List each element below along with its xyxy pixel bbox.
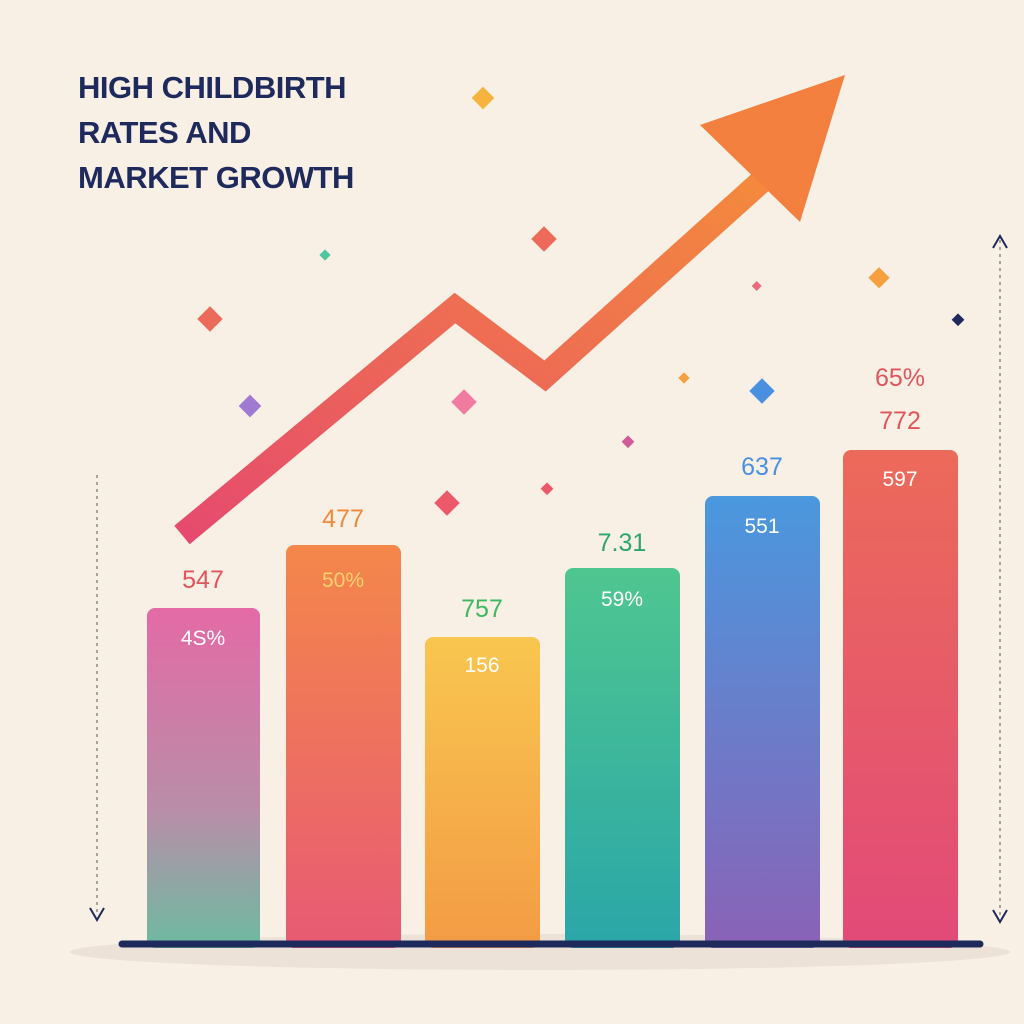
bar [286, 545, 401, 948]
bars [147, 450, 958, 948]
top-label: 477 [322, 505, 364, 533]
growth-arrow [174, 75, 845, 545]
inner-label: 156 [464, 654, 499, 677]
arrow-head [89, 907, 105, 922]
diamond [451, 389, 477, 415]
top-label: 637 [741, 453, 783, 481]
inner-label: 551 [744, 515, 779, 538]
side-arrows [89, 234, 1008, 924]
diamond [471, 86, 495, 110]
top-label: 547 [182, 566, 224, 594]
diamond [319, 249, 331, 261]
diamond [749, 378, 775, 404]
inner-label: 597 [882, 468, 917, 491]
top-label: 7.31 [598, 529, 647, 557]
arrow-line [174, 169, 774, 545]
bar [425, 637, 540, 948]
extra-label: 65% [875, 364, 925, 392]
title-line: RATES AND [78, 115, 251, 150]
diamond [197, 306, 223, 332]
inner-label: 4S% [181, 627, 225, 650]
title: HIGH CHILDBIRTH RATES AND MARKET GROWTH [78, 70, 354, 195]
top-label: 757 [461, 595, 503, 623]
arrow-head [992, 234, 1008, 924]
inner-label: 50% [322, 569, 364, 592]
diamond [434, 490, 460, 516]
bar [147, 608, 260, 948]
top-label: 772 [879, 407, 921, 435]
inner-label: 59% [601, 588, 643, 611]
diamond [531, 226, 557, 252]
title-line: HIGH CHILDBIRTH [78, 70, 346, 105]
bar [705, 496, 820, 948]
labels: 547 4S% 477 50% 757 156 7.31 59% 637 551… [181, 364, 925, 677]
arrow-head [700, 75, 845, 222]
title-line: MARKET GROWTH [78, 160, 354, 195]
bar [843, 450, 958, 948]
diamond [868, 267, 890, 289]
diamond [678, 372, 690, 384]
bar [565, 568, 680, 948]
